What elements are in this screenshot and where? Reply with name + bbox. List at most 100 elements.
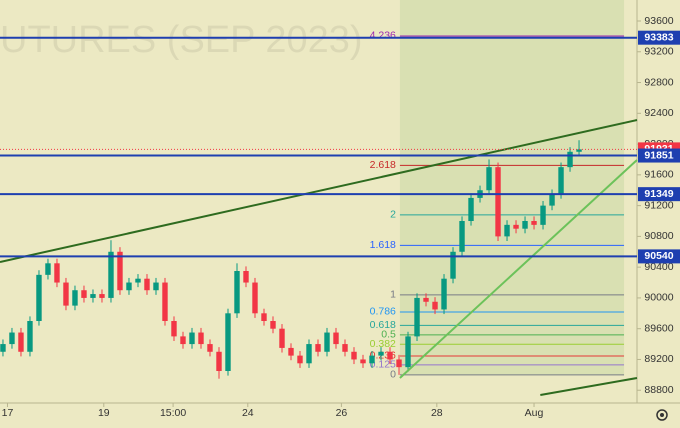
candle-body [504, 224, 510, 237]
fib-label: 2.618 [370, 159, 396, 171]
candle-body [378, 351, 384, 356]
candle-body [297, 355, 303, 364]
y-tick-label: 90400 [644, 261, 673, 273]
candle-body [468, 197, 474, 221]
y-tick-label: 91200 [644, 199, 673, 211]
fib-label: 1.618 [370, 239, 396, 251]
fib-layer: 4.2362.61821.61810.7860.6180.50.3820.236… [370, 0, 625, 381]
fib-label: 0.618 [370, 319, 396, 331]
fib-zone [399, 0, 625, 375]
candle-body [360, 359, 366, 364]
x-tick-label: 26 [336, 407, 348, 419]
x-tick-label: 28 [431, 407, 443, 419]
trendline [0, 119, 638, 263]
candle-body [153, 282, 159, 291]
price-label-bg [638, 249, 680, 264]
candle-body [522, 221, 528, 229]
candle-body [558, 167, 564, 195]
price-label: 91349 [644, 188, 673, 200]
candle-body [63, 282, 69, 306]
candle-body [324, 332, 330, 352]
candle-body [423, 297, 429, 302]
candle-body [432, 301, 438, 310]
candle-body [9, 332, 15, 345]
candles-layer [0, 140, 582, 379]
candle-body [135, 278, 141, 283]
candle-body [495, 167, 501, 237]
candle-body [27, 321, 33, 352]
candle-body [45, 263, 51, 275]
candle-body [36, 274, 42, 321]
candle-body [54, 263, 60, 283]
fib-label: 0.5 [381, 329, 396, 341]
fib-label: 0.786 [370, 306, 396, 318]
fib-label: 4.236 [370, 30, 396, 42]
candle-body [216, 351, 222, 371]
y-tick-label: 93600 [644, 15, 673, 27]
price-label-bg [638, 30, 680, 45]
candle-body [369, 355, 375, 364]
price-label: 91851 [644, 149, 673, 161]
candle-body [0, 344, 6, 352]
candle-body [99, 294, 105, 298]
fib-label: 0.382 [370, 338, 396, 350]
y-tick-label: 92800 [644, 76, 673, 88]
price-label-bg [638, 148, 680, 163]
candle-body [189, 332, 195, 345]
watermark: UTURES (SEP 2023) [0, 19, 363, 61]
candle-body [387, 351, 393, 360]
bg-layer: UTURES (SEP 2023) [0, 19, 363, 61]
candle-body [306, 344, 312, 364]
candle-body [549, 194, 555, 206]
candle-body [342, 344, 348, 352]
candle-body [126, 282, 132, 291]
y-tick-label: 89600 [644, 322, 673, 334]
fib-label: 0.125 [370, 359, 396, 371]
candle-body [162, 282, 168, 321]
candle-body [459, 221, 465, 252]
x-tick-label: 15:00 [160, 407, 186, 419]
y-tick-label: 89200 [644, 353, 673, 365]
candle-body [567, 151, 573, 168]
settings-icon[interactable] [656, 409, 668, 421]
candle-body [351, 351, 357, 360]
lines-layer [0, 36, 638, 396]
candle-body [144, 278, 150, 291]
candle-body [288, 347, 294, 356]
y-tick-label: 93200 [644, 46, 673, 58]
x-tick-label: 19 [98, 407, 110, 419]
candle-body [207, 344, 213, 352]
candle-body [531, 221, 537, 225]
candle-body [315, 344, 321, 352]
y-tick-label: 90000 [644, 292, 673, 304]
candle-body [279, 328, 285, 348]
candle-body [540, 205, 546, 225]
candle-body [171, 321, 177, 337]
candle-body [252, 282, 258, 314]
price-axis-bg [637, 0, 680, 428]
candle-body [333, 332, 339, 345]
candle-body [441, 278, 447, 310]
candle-body [81, 290, 87, 298]
candle-body [405, 336, 411, 368]
candle-body [414, 297, 420, 337]
candle-body [396, 359, 402, 368]
candle-body [108, 251, 114, 298]
candle-body [198, 332, 204, 345]
candle-body [117, 251, 123, 291]
price-label: 93383 [644, 31, 673, 43]
candle-body [72, 290, 78, 306]
candle-body [513, 224, 519, 229]
fib-label: 2 [390, 209, 396, 221]
candle-body [486, 167, 492, 191]
labels-layer: 88800 89200 89600 90000 90400 90800 91200 91600… [2, 15, 680, 419]
trendline [540, 377, 638, 396]
candle-body [261, 313, 267, 321]
candle-body [225, 313, 231, 371]
candle-body [243, 271, 249, 283]
y-tick-label: 92400 [644, 107, 673, 119]
y-tick-label: 91600 [644, 169, 673, 181]
x-tick-label: 24 [242, 407, 254, 419]
candle-body [180, 336, 186, 345]
